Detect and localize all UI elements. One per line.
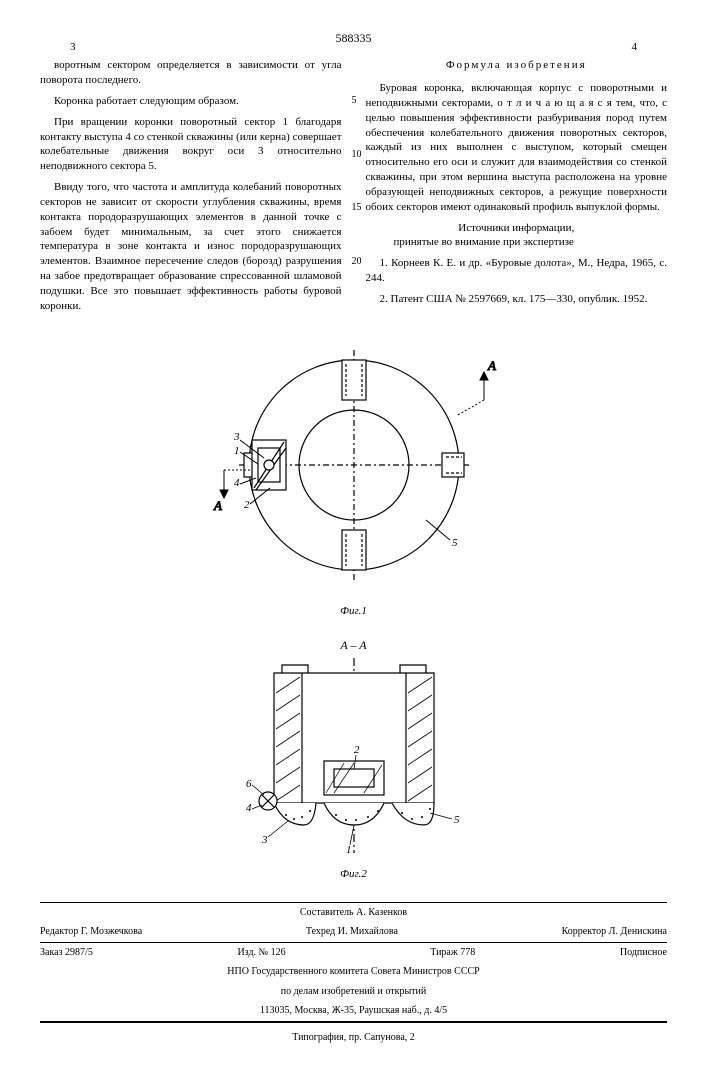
- fig2-label: Фиг.2: [40, 867, 667, 882]
- callout: 2: [354, 744, 360, 756]
- line-marker: 10: [352, 148, 362, 162]
- line-marker: 15: [352, 201, 362, 215]
- figure-2: 2 6 4 3 1 5: [204, 653, 504, 863]
- line-marker: 20: [352, 255, 362, 269]
- formula-title: Формула изобретения: [366, 58, 668, 73]
- right-column: 4 5 10 15 20 Формула изобретения Буровая…: [366, 58, 668, 320]
- left-p1: воротным сектором определяется в зависим…: [40, 58, 342, 88]
- sources-sub: принятые во внимание при экспертизе: [366, 235, 668, 250]
- left-column: 3 воротным сектором определяется в завис…: [40, 58, 342, 320]
- fig2-section-title: A – A: [40, 637, 667, 653]
- patent-number: 588335: [40, 30, 667, 46]
- section-mark-right: A: [487, 358, 496, 373]
- callout: 2: [244, 499, 250, 511]
- sources-title: Источники информации,: [366, 221, 668, 236]
- izd: Изд. № 126: [237, 946, 285, 960]
- left-p4: Ввиду того, что частота и амплитуда коле…: [40, 180, 342, 314]
- sub: Подписное: [620, 946, 667, 960]
- text-columns: 3 воротным сектором определяется в завис…: [40, 58, 667, 320]
- left-p3: При вращении коронки поворотный сектор 1…: [40, 115, 342, 174]
- callout: 3: [233, 431, 240, 443]
- tech: Техред И. Михайлова: [306, 925, 398, 939]
- line-marker: 5: [352, 94, 362, 108]
- callout: 1: [346, 844, 352, 856]
- addr: 113035, Москва, Ж-35, Раушская наб., д. …: [40, 1001, 667, 1021]
- callout: 1: [234, 445, 240, 457]
- source-2: 2. Патент США № 2597669, кл. 175—330, оп…: [366, 292, 668, 307]
- line-markers: 5 10 15 20: [352, 58, 362, 268]
- footer-block: Составитель А. Казенков Редактор Г. Мозж…: [40, 902, 667, 1022]
- org1: НПО Государственного комитета Совета Мин…: [40, 962, 667, 982]
- section-mark-left: A: [213, 498, 222, 513]
- callout: 5: [452, 537, 458, 549]
- page-num-left: 3: [70, 40, 76, 55]
- right-p1: Буровая коронка, включающая корпус с пов…: [366, 81, 668, 215]
- corrector: Корректор Л. Денискина: [562, 925, 667, 939]
- typography: Типография, пр. Сапунова, 2: [40, 1031, 667, 1045]
- order: Заказ 2987/5: [40, 946, 93, 960]
- tirazh: Тираж 778: [430, 946, 475, 960]
- left-p2: Коронка работает следующим образом.: [40, 94, 342, 109]
- org2: по делам изобретений и открытий: [40, 982, 667, 1002]
- callout: 6: [246, 778, 252, 790]
- figures-block: A A 3 1 4 2 5 Фиг.1 A – A: [40, 340, 667, 882]
- callout: 5: [454, 814, 460, 826]
- compiler: Составитель А. Казенков: [40, 903, 667, 923]
- source-1: 1. Корнеев К. Е. и др. «Буровые долота»,…: [366, 256, 668, 286]
- editor: Редактор Г. Мозжечкова: [40, 925, 142, 939]
- callout: 3: [261, 834, 268, 846]
- page-num-right: 4: [632, 40, 638, 55]
- figure-1: A A 3 1 4 2 5: [204, 340, 504, 600]
- fig1-label: Фиг.1: [40, 604, 667, 619]
- callout: 4: [234, 477, 240, 489]
- callout: 4: [246, 802, 252, 814]
